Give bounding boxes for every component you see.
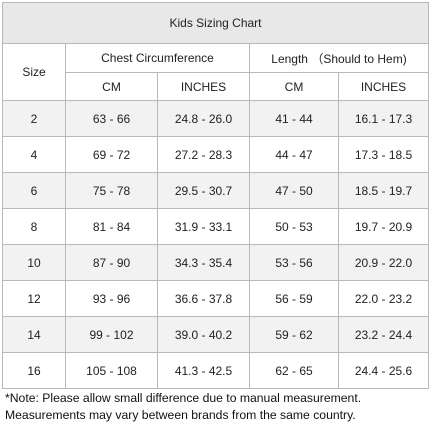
table-row: 14 99 - 102 39.0 - 40.2 59 - 62 23.2 - 2… [2, 316, 429, 353]
table-row: 12 93 - 96 36.6 - 37.8 56 - 59 22.0 - 23… [2, 280, 429, 317]
length-inches-cell: 22.0 - 23.2 [338, 280, 429, 317]
table-row: 8 81 - 84 31.9 - 33.1 50 - 53 19.7 - 20.… [2, 208, 429, 245]
chest-cm-cell: 99 - 102 [65, 316, 158, 353]
length-cm-cell: 41 - 44 [249, 100, 339, 137]
length-inches-cell: 17.3 - 18.5 [338, 136, 429, 173]
size-cell: 2 [2, 100, 66, 137]
chest-inches-header: INCHES [157, 72, 250, 101]
length-inches-cell: 16.1 - 17.3 [338, 100, 429, 137]
chest-inches-cell: 31.9 - 33.1 [157, 208, 250, 245]
footnote-line-2: Measurements may vary between brands fro… [5, 408, 356, 422]
chest-cm-cell: 63 - 66 [65, 100, 158, 137]
length-inches-cell: 24.4 - 25.6 [338, 352, 429, 389]
size-cell: 8 [2, 208, 66, 245]
table-row: 4 69 - 72 27.2 - 28.3 44 - 47 17.3 - 18.… [2, 136, 429, 173]
length-cm-cell: 53 - 56 [249, 244, 339, 281]
table-row: 10 87 - 90 34.3 - 35.4 53 - 56 20.9 - 22… [2, 244, 429, 281]
table-row: 6 75 - 78 29.5 - 30.7 47 - 50 18.5 - 19.… [2, 172, 429, 209]
chest-inches-cell: 39.0 - 40.2 [157, 316, 250, 353]
length-cm-header: CM [249, 72, 339, 101]
chest-inches-cell: 27.2 - 28.3 [157, 136, 250, 173]
chest-cm-header: CM [65, 72, 158, 101]
length-cm-cell: 50 - 53 [249, 208, 339, 245]
chart-title: Kids Sizing Chart [2, 2, 429, 44]
length-inches-cell: 23.2 - 24.4 [338, 316, 429, 353]
footnote: *Note: Please allow small difference due… [5, 390, 427, 424]
chest-cm-cell: 87 - 90 [65, 244, 158, 281]
chest-inches-cell: 34.3 - 35.4 [157, 244, 250, 281]
chest-cm-cell: 93 - 96 [65, 280, 158, 317]
chest-cm-cell: 69 - 72 [65, 136, 158, 173]
chest-inches-cell: 41.3 - 42.5 [157, 352, 250, 389]
length-cm-cell: 62 - 65 [249, 352, 339, 389]
footnote-line-1: *Note: Please allow small difference due… [5, 391, 362, 405]
length-inches-cell: 19.7 - 20.9 [338, 208, 429, 245]
chest-cm-cell: 105 - 108 [65, 352, 158, 389]
chest-inches-cell: 24.8 - 26.0 [157, 100, 250, 137]
length-inches-header: INCHES [338, 72, 429, 101]
size-cell: 14 [2, 316, 66, 353]
length-inches-cell: 18.5 - 19.7 [338, 172, 429, 209]
chest-inches-cell: 29.5 - 30.7 [157, 172, 250, 209]
size-cell: 4 [2, 136, 66, 173]
length-cm-cell: 47 - 50 [249, 172, 339, 209]
size-cell: 6 [2, 172, 66, 209]
size-cell: 12 [2, 280, 66, 317]
length-cm-cell: 56 - 59 [249, 280, 339, 317]
length-cm-cell: 59 - 62 [249, 316, 339, 353]
chest-header: Chest Circumference [65, 43, 250, 73]
length-header: Length （Should to Hem) [249, 43, 429, 73]
length-cm-cell: 44 - 47 [249, 136, 339, 173]
chest-inches-cell: 36.6 - 37.8 [157, 280, 250, 317]
size-cell: 10 [2, 244, 66, 281]
chest-cm-cell: 75 - 78 [65, 172, 158, 209]
size-column-header: Size [2, 43, 66, 101]
table-row: 16 105 - 108 41.3 - 42.5 62 - 65 24.4 - … [2, 352, 429, 389]
chest-cm-cell: 81 - 84 [65, 208, 158, 245]
table-row: 2 63 - 66 24.8 - 26.0 41 - 44 16.1 - 17.… [2, 100, 429, 137]
sizing-table: Kids Sizing Chart Size Chest Circumferen… [2, 2, 429, 389]
length-inches-cell: 20.9 - 22.0 [338, 244, 429, 281]
size-cell: 16 [2, 352, 66, 389]
